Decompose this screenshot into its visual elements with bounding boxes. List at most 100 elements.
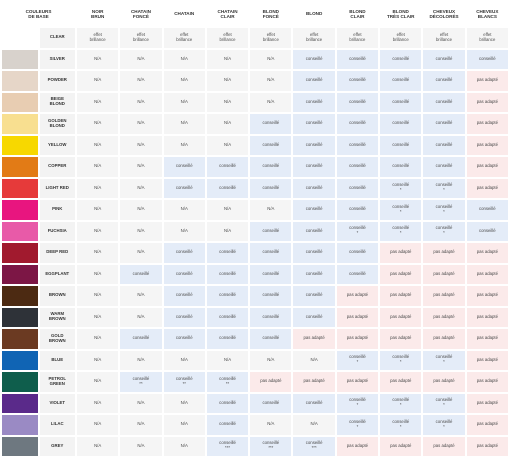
recommendation-cell: conseillé <box>380 114 422 134</box>
recommendation-cell: pas adapté <box>466 372 508 392</box>
recommendation-cell: conseillé <box>336 71 379 91</box>
recommendation-cell: pas adapté <box>466 350 508 370</box>
recommendation-cell: conseillé * <box>336 393 379 413</box>
table-row: COPPER N/A N/A conseillé conseillé conseillé c… <box>2 157 508 177</box>
recommendation-cell: N/A <box>163 436 205 456</box>
recommendation-cell: N/A <box>250 49 292 69</box>
recommendation-cell: N/A <box>206 92 249 112</box>
recommendation-cell: N/A <box>77 415 119 435</box>
recommendation-cell: pas adapté <box>466 114 508 134</box>
color-swatch <box>2 221 38 241</box>
recommendation-cell: N/A <box>77 329 119 349</box>
recommendation-cell: conseillé <box>163 157 205 177</box>
recommendation-cell: conseillé <box>206 264 249 284</box>
table-row: CLEAR effet brillance effet brillance effet… <box>2 28 508 48</box>
recommendation-cell: N/A <box>206 49 249 69</box>
recommendation-cell: effet brillance <box>206 28 249 48</box>
recommendation-cell: conseillé <box>206 415 249 435</box>
recommendation-cell: N/A <box>250 71 292 91</box>
table-row: PETROL GREEN N/A conseillé ** conseillé ** c… <box>2 372 508 392</box>
color-swatch <box>2 28 38 48</box>
recommendation-cell: N/A <box>120 307 162 327</box>
recommendation-cell: conseillé <box>423 71 465 91</box>
color-swatch <box>2 329 38 349</box>
color-swatch <box>2 350 38 370</box>
color-name: FUCHSIA <box>39 221 75 241</box>
color-name: YELLOW <box>39 135 75 155</box>
table-row: GOLDEN BLOND N/A N/A N/A N/A conseillé conseil… <box>2 114 508 134</box>
recommendation-cell: N/A <box>120 49 162 69</box>
color-name: GOLDEN BLOND <box>39 114 75 134</box>
recommendation-cell: conseillé <box>423 114 465 134</box>
recommendation-cell: pas adapté <box>466 135 508 155</box>
recommendation-cell: N/A <box>120 92 162 112</box>
recommendation-cell: effet brillance <box>380 28 422 48</box>
recommendation-cell: conseillé <box>293 71 335 91</box>
recommendation-cell: N/A <box>120 135 162 155</box>
recommendation-cell: conseillé * <box>336 415 379 435</box>
recommendation-cell: N/A <box>163 393 205 413</box>
recommendation-cell: pas adapté <box>380 286 422 306</box>
table-row: PINK N/A N/A N/A N/A N/A conseillé conseillé con… <box>2 200 508 220</box>
recommendation-cell: pas adapté <box>380 243 422 263</box>
recommendation-cell: conseillé *** <box>206 436 249 456</box>
recommendation-cell: conseillé <box>206 307 249 327</box>
color-name: PETROL GREEN <box>39 372 75 392</box>
recommendation-cell: N/A <box>120 71 162 91</box>
recommendation-cell: effet brillance <box>423 28 465 48</box>
recommendation-cell: pas adapté <box>466 92 508 112</box>
table-row: SILVER N/A N/A N/A N/A N/A conseillé conseillé c… <box>2 49 508 69</box>
column-header: BLOND CLAIR <box>349 8 366 19</box>
recommendation-cell: N/A <box>163 221 205 241</box>
recommendation-cell: conseillé <box>293 243 335 263</box>
column-header: BLOND <box>305 11 323 17</box>
recommendation-cell: pas adapté <box>466 243 508 263</box>
table-header: COULEURS DE BASE NOIR BRUN CHATAIN FONCÉ C… <box>2 2 508 26</box>
recommendation-cell: pas adapté <box>336 372 379 392</box>
recommendation-cell: N/A <box>77 264 119 284</box>
recommendation-cell: pas adapté <box>336 436 379 456</box>
recommendation-cell: N/A <box>293 415 335 435</box>
recommendation-cell: pas adapté <box>466 286 508 306</box>
recommendation-cell: N/A <box>163 71 205 91</box>
recommendation-cell: conseillé *** <box>293 436 335 456</box>
recommendation-cell: conseillé <box>163 286 205 306</box>
recommendation-cell: pas adapté <box>423 286 465 306</box>
table-row: WARM BROWN N/A N/A conseillé conseillé consei… <box>2 307 508 327</box>
recommendation-cell: N/A <box>77 92 119 112</box>
recommendation-cell: conseillé <box>120 264 162 284</box>
recommendation-cell: N/A <box>163 114 205 134</box>
recommendation-cell: conseillé <box>293 286 335 306</box>
recommendation-cell: conseillé <box>336 135 379 155</box>
recommendation-cell: conseillé ** <box>120 372 162 392</box>
color-swatch <box>2 264 38 284</box>
recommendation-cell: N/A <box>206 200 249 220</box>
table-body: CLEAR effet brillance effet brillance effet… <box>2 28 508 456</box>
recommendation-cell: conseillé <box>466 200 508 220</box>
recommendation-cell: N/A <box>163 350 205 370</box>
recommendation-cell: pas adapté <box>466 329 508 349</box>
recommendation-cell: conseillé <box>336 178 379 198</box>
table-row: BLUE N/A N/A N/A N/A N/A N/A conseillé * conseil… <box>2 350 508 370</box>
recommendation-cell: pas adapté <box>380 436 422 456</box>
color-compatibility-table: COULEURS DE BASE NOIR BRUN CHATAIN FONCÉ C… <box>2 2 508 456</box>
recommendation-cell: conseillé * <box>380 221 422 241</box>
recommendation-cell: conseillé <box>423 135 465 155</box>
recommendation-cell: conseillé * <box>423 178 465 198</box>
color-name: BEIGE BLOND <box>39 92 75 112</box>
table-row: BROWN N/A N/A conseillé conseillé conseillé co… <box>2 286 508 306</box>
header-row: COULEURS DE BASE NOIR BRUN CHATAIN FONCÉ C… <box>2 2 508 26</box>
recommendation-cell: conseillé * <box>380 178 422 198</box>
table-row: DEEP RED N/A N/A conseillé conseillé conseill… <box>2 243 508 263</box>
color-name: SILVER <box>39 49 75 69</box>
color-swatch <box>2 243 38 263</box>
color-swatch <box>2 307 38 327</box>
recommendation-cell: conseillé * <box>423 221 465 241</box>
recommendation-cell: effet brillance <box>466 28 508 48</box>
color-name: COPPER <box>39 157 75 177</box>
table-row: LIGHT RED N/A N/A conseillé conseillé conseil… <box>2 178 508 198</box>
recommendation-cell: N/A <box>77 71 119 91</box>
recommendation-cell: conseillé <box>206 393 249 413</box>
recommendation-cell: pas adapté <box>466 264 508 284</box>
recommendation-cell: pas adapté <box>380 264 422 284</box>
